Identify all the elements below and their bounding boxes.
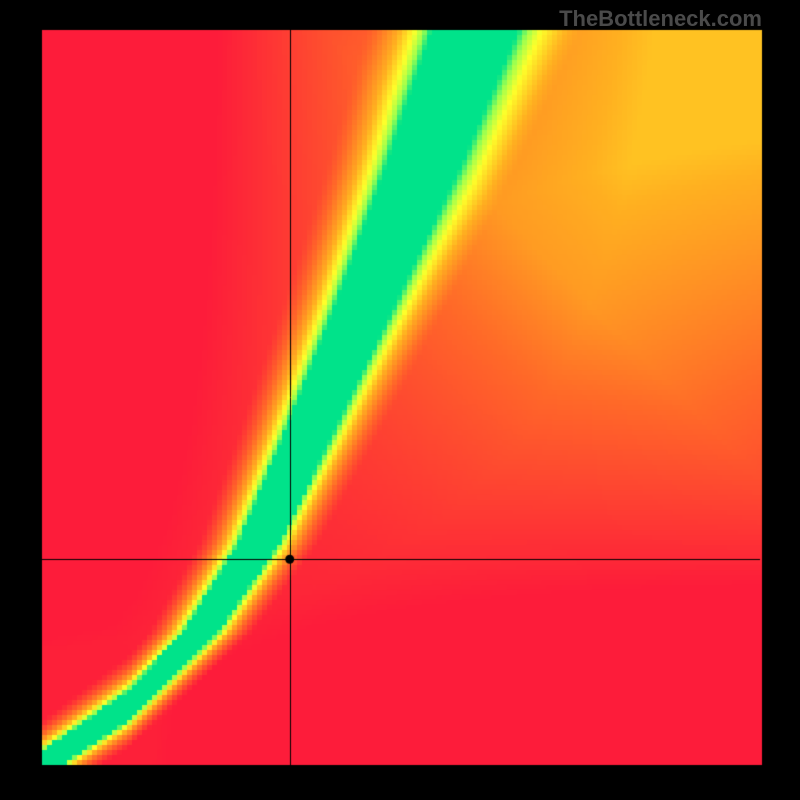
heatmap-canvas — [0, 0, 800, 800]
watermark-label: TheBottleneck.com — [559, 6, 762, 32]
chart-root: TheBottleneck.com — [0, 0, 800, 800]
